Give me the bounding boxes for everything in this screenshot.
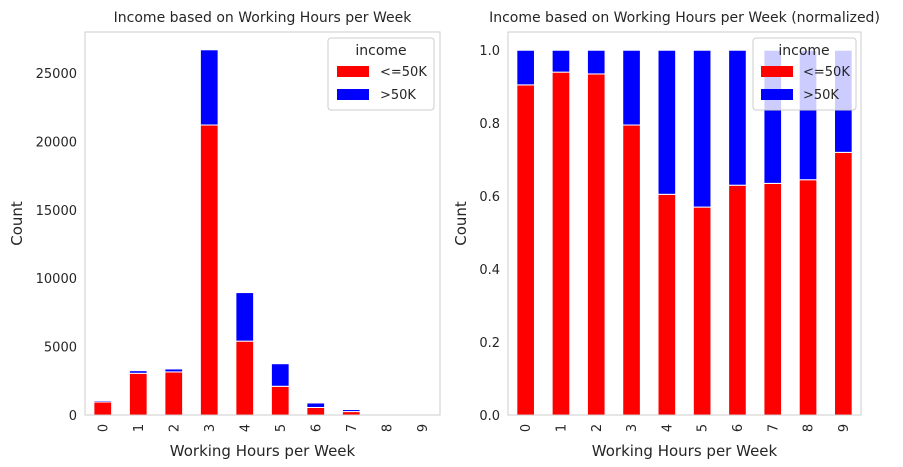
chart-left-y-ticks: 0 5000 10000 15000 20000 25000: [36, 67, 77, 424]
left-y-tick-2: 10000: [36, 272, 77, 287]
chart-left-bars: [93, 49, 432, 416]
right-x-tick-0: 0: [519, 424, 534, 432]
left-bar-7-le50k: [341, 411, 361, 416]
chart-right-title: Income based on Working Hours per Week (…: [489, 10, 880, 26]
chart-right-y-label: Count: [452, 201, 470, 246]
chart-left-title: Income based on Working Hours per Week: [114, 10, 413, 26]
right-bar-5-le50k: [692, 206, 712, 416]
right-x-tick-2: 2: [590, 424, 605, 432]
chart-right-frame: [507, 31, 862, 416]
right-bar-1-le50k: [551, 71, 571, 416]
left-bar-1-gt50k: [128, 370, 148, 374]
right-bar-0-gt50k: [516, 49, 535, 86]
left-bar-7-gt50k: [341, 409, 361, 413]
left-bar-2-gt50k: [164, 368, 184, 373]
right-y-tick-5: 1.0: [479, 44, 500, 59]
left-bar-3-gt50k: [199, 49, 219, 126]
left-y-tick-3: 15000: [36, 204, 77, 219]
right-bar-1-gt50k: [551, 49, 571, 73]
left-bar-2-le50k: [164, 371, 184, 416]
right-x-tick-6: 6: [731, 424, 746, 432]
chart-left: Income based on Working Hours per Week 0…: [8, 10, 441, 460]
left-y-tick-1: 5000: [44, 341, 77, 356]
chart-right-legend-entry-1: >50K: [803, 88, 839, 103]
left-y-tick-4: 20000: [36, 135, 77, 150]
right-bar-5-gt50k: [692, 49, 712, 208]
right-y-tick-2: 0.4: [479, 263, 500, 278]
left-x-tick-3: 3: [203, 424, 218, 432]
left-bar-0-le50k: [93, 401, 113, 416]
left-bar-5-le50k: [270, 385, 290, 416]
right-x-tick-3: 3: [625, 424, 640, 432]
right-bar-2-le50k: [586, 73, 606, 416]
right-bar-6-le50k: [728, 184, 747, 416]
right-bar-0-le50k: [516, 84, 535, 416]
left-bar-1-le50k: [128, 372, 148, 416]
chart-left-frame: [84, 31, 441, 416]
left-bar-0-gt50k: [93, 400, 113, 403]
right-bar-7-le50k: [763, 182, 783, 416]
left-y-tick-5: 25000: [36, 67, 77, 82]
left-x-tick-4: 4: [238, 424, 253, 432]
chart-right-x-label: Working Hours per Week: [592, 442, 778, 460]
chart-right-legend: income <=50K >50K: [752, 37, 857, 111]
left-x-tick-6: 6: [309, 424, 324, 432]
left-y-tick-0: 0: [69, 409, 77, 424]
left-x-tick-5: 5: [274, 424, 289, 432]
left-x-tick-2: 2: [167, 424, 182, 432]
chart-right-bars: [516, 49, 853, 416]
right-bar-4-gt50k: [657, 49, 677, 195]
right-y-tick-4: 0.8: [479, 117, 500, 132]
left-x-tick-8: 8: [380, 424, 395, 432]
right-bar-6-gt50k: [728, 49, 747, 186]
right-y-tick-0: 0.0: [479, 409, 500, 424]
right-x-tick-9: 9: [837, 424, 852, 432]
right-bar-3-le50k: [622, 124, 641, 416]
left-bar-6-gt50k: [306, 402, 326, 408]
chart-left-x-ticks: 0 1 2 3 4 5 6 7 8 9: [96, 424, 431, 432]
left-x-tick-1: 1: [132, 424, 147, 432]
chart-right-legend-title: income: [778, 43, 829, 59]
chart-left-y-label: Count: [8, 201, 26, 246]
chart-right-legend-entry-0: <=50K: [803, 65, 850, 80]
right-bar-8-le50k: [798, 179, 818, 416]
chart-right-x-ticks: 0 1 2 3 4 5 6 7 8 9: [519, 424, 852, 432]
chart-left-legend: income <=50K >50K: [327, 37, 435, 111]
right-x-tick-8: 8: [802, 424, 817, 432]
chart-left-legend-swatch-0: [337, 66, 369, 77]
right-bar-2-gt50k: [586, 49, 606, 75]
left-x-tick-9: 9: [416, 424, 431, 432]
left-bar-5-gt50k: [270, 363, 290, 387]
chart-right-legend-swatch-0: [761, 66, 793, 77]
left-bar-4-gt50k: [235, 292, 255, 342]
right-x-tick-4: 4: [660, 424, 675, 432]
chart-left-legend-swatch-1: [337, 89, 369, 100]
left-bar-4-le50k: [235, 340, 255, 416]
left-bar-3-le50k: [199, 124, 219, 416]
right-y-tick-1: 0.2: [479, 336, 500, 351]
right-bar-3-gt50k: [622, 49, 641, 126]
chart-left-x-label: Working Hours per Week: [170, 442, 356, 460]
right-y-tick-3: 0.6: [479, 190, 500, 205]
right-bar-9-le50k: [834, 151, 853, 416]
left-bar-6-le50k: [306, 406, 326, 416]
chart-left-legend-entry-0: <=50K: [380, 65, 427, 80]
right-x-tick-1: 1: [554, 424, 569, 432]
chart-right-legend-swatch-1: [761, 89, 793, 100]
right-x-tick-5: 5: [696, 424, 711, 432]
chart-right-y-ticks: 0.0 0.2 0.4 0.6 0.8 1.0: [479, 44, 500, 424]
chart-right: Income based on Working Hours per Week (…: [452, 10, 880, 460]
right-x-tick-7: 7: [766, 424, 781, 432]
left-x-tick-7: 7: [345, 424, 360, 432]
right-bar-4-le50k: [657, 193, 677, 416]
chart-left-legend-entry-1: >50K: [380, 88, 416, 103]
left-x-tick-0: 0: [96, 424, 111, 432]
chart-left-legend-title: income: [355, 43, 406, 59]
